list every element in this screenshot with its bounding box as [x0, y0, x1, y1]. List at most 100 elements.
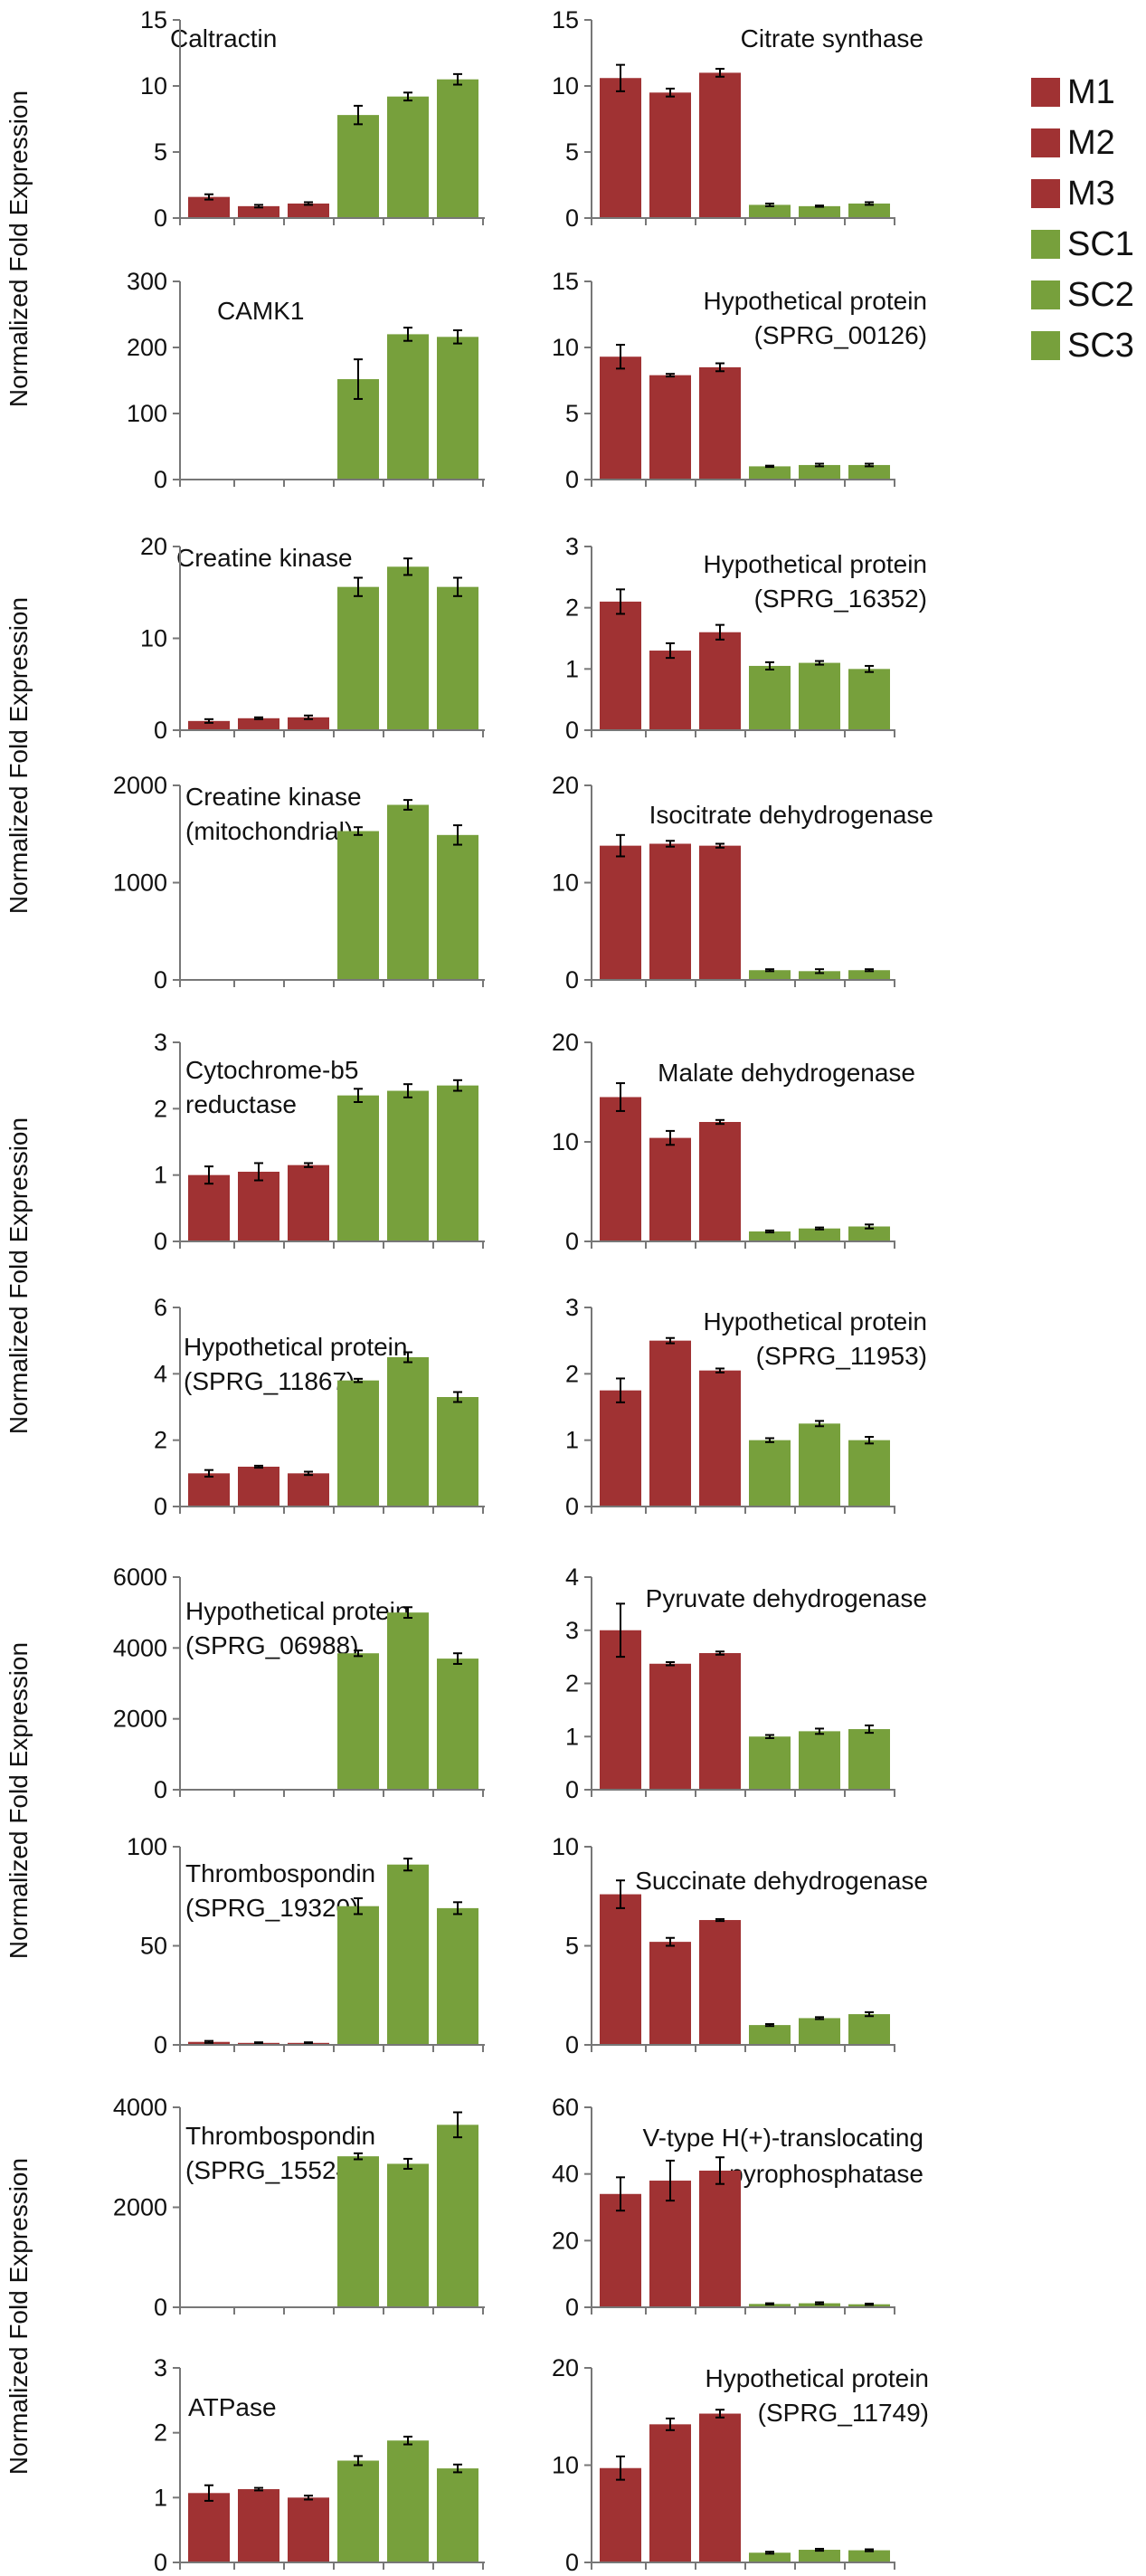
bar-m3: [699, 2413, 741, 2562]
bar-sc3: [848, 2014, 890, 2045]
bar-sc2: [799, 464, 840, 480]
chart-title: Citrate synthase: [741, 24, 923, 52]
bar-sc3: [848, 2550, 890, 2562]
legend-swatch-sc1: [1031, 230, 1060, 259]
y-tick-label: 0: [565, 966, 579, 993]
bar-sc3: [437, 2468, 478, 2562]
bar-m1: [600, 1097, 641, 1241]
bar-m1: [188, 1473, 230, 1507]
chart-panel: Hypothetical protein (SPRG_11867) 0 2 4 6: [154, 1294, 485, 1520]
chart-title: (SPRG_11867): [184, 1367, 355, 1395]
chart-title: Hypothetical protein: [704, 550, 927, 578]
legend-swatch-sc2: [1031, 280, 1060, 309]
chart-panel: Succinate dehydrogenase 0 5 10: [552, 1833, 928, 2058]
chart-title: Cytochrome-b5: [185, 1056, 358, 1084]
bar-sc1: [337, 2156, 379, 2307]
bar-sc3: [437, 834, 478, 980]
bar-sc2: [387, 1864, 429, 2045]
y-tick-label: 2: [565, 1360, 579, 1387]
bar-sc2: [387, 2440, 429, 2562]
bar-m2: [649, 2424, 691, 2562]
bar-sc3: [437, 79, 478, 218]
chart-title: Creatine kinase: [185, 783, 362, 811]
y-tick-label: 5: [154, 138, 167, 166]
bar-sc2: [799, 662, 840, 730]
bar-sc2: [799, 1228, 840, 1241]
y-tick-label: 1: [565, 1723, 579, 1750]
bar-m3: [288, 203, 329, 218]
chart-title: Hypothetical protein: [185, 1597, 409, 1625]
chart-panel: Hypothetical protein (SPRG_06988) 0 2000 400…: [113, 1564, 485, 1803]
bar-m1: [188, 196, 230, 218]
bar-sc2: [387, 1357, 429, 1507]
chart-panel: V-type H(+)-translocating pyrophosphatase…: [552, 2094, 923, 2321]
bar-sc1: [337, 115, 379, 218]
bar-sc2: [799, 1423, 840, 1507]
y-tick-label: 10: [552, 1833, 579, 1860]
bar-m3: [699, 1370, 741, 1507]
bar-m1: [600, 2467, 641, 2562]
legend-swatch-m2: [1031, 128, 1060, 157]
y-tick-label: 1: [565, 1427, 579, 1454]
chart-title: (SPRG_06988): [185, 1631, 358, 1659]
bar-sc2: [799, 2018, 840, 2045]
y-tick-label: 10: [140, 625, 167, 652]
y-axis-label: Normalized Fold Expression: [5, 90, 33, 407]
bar-sc3: [437, 337, 478, 480]
bar-sc2: [387, 566, 429, 730]
y-tick-label: 2000: [113, 772, 167, 799]
bar-sc2: [799, 1731, 840, 1790]
bar-sc1: [749, 2552, 791, 2562]
bar-sc3: [437, 1659, 478, 1790]
y-tick-label: 100: [127, 1833, 167, 1860]
y-tick-label: 3: [565, 533, 579, 560]
bar-m1: [600, 2193, 641, 2307]
legend-swatch-m1: [1031, 78, 1060, 107]
chart-panel: Malate dehydrogenase 0 10 20: [552, 1029, 915, 1255]
y-tick-label: 5: [565, 400, 579, 427]
y-tick-label: 4000: [113, 2094, 167, 2121]
bar-sc1: [337, 1095, 379, 1241]
bar-sc3: [848, 203, 890, 218]
chart-panel: Hypothetical protein (SPRG_00126) 0 5 10 15: [552, 268, 927, 493]
bar-m2: [238, 1467, 279, 1507]
bar-m3: [288, 717, 329, 730]
y-tick-label: 0: [565, 2294, 579, 2321]
y-tick-label: 0: [154, 1493, 167, 1520]
bar-sc3: [437, 2124, 478, 2307]
chart-panel: Cytochrome-b5 reductase 0 1 2 3: [154, 1029, 485, 1255]
bar-sc1: [749, 1440, 791, 1507]
bar-m1: [600, 1390, 641, 1507]
bar-sc3: [848, 669, 890, 730]
y-tick-label: 4000: [113, 1634, 167, 1661]
y-tick-label: 20: [140, 533, 167, 560]
bar-m3: [699, 1122, 741, 1241]
chart-panel: Hypothetical protein (SPRG_11749) 0 10 20: [552, 2354, 929, 2576]
chart-panel: Hypothetical protein (SPRG_16352) 0 1 2 3: [565, 533, 927, 744]
y-tick-label: 10: [552, 72, 579, 100]
bar-m3: [288, 1164, 329, 1241]
bar-m3: [699, 845, 741, 980]
bar-m2: [238, 205, 279, 218]
bar-m2: [238, 718, 279, 730]
chart-title: Malate dehydrogenase: [658, 1059, 915, 1087]
y-tick-label: 2: [565, 594, 579, 622]
bar-sc1: [749, 1736, 791, 1790]
chart-title: (mitochondrial): [185, 817, 353, 845]
bar-sc2: [387, 96, 429, 219]
bar-m2: [238, 2489, 279, 2562]
chart-title: CAMK1: [217, 297, 304, 325]
y-tick-label: 10: [140, 72, 167, 100]
chart-title: (SPRG_19320): [185, 1894, 358, 1922]
row-label-layer: Normalized Fold Expression Normalized Fol…: [5, 90, 33, 2475]
bar-m3: [699, 2170, 741, 2307]
bar-sc3: [437, 1085, 478, 1241]
chart-title: Hypothetical protein: [706, 2364, 929, 2392]
bar-sc1: [749, 204, 791, 218]
y-tick-label: 0: [154, 466, 167, 493]
y-tick-label: 15: [552, 268, 579, 295]
chart-title: (SPRG_00126): [754, 321, 927, 349]
bar-m2: [649, 2181, 691, 2307]
y-tick-label: 60: [552, 2094, 579, 2121]
